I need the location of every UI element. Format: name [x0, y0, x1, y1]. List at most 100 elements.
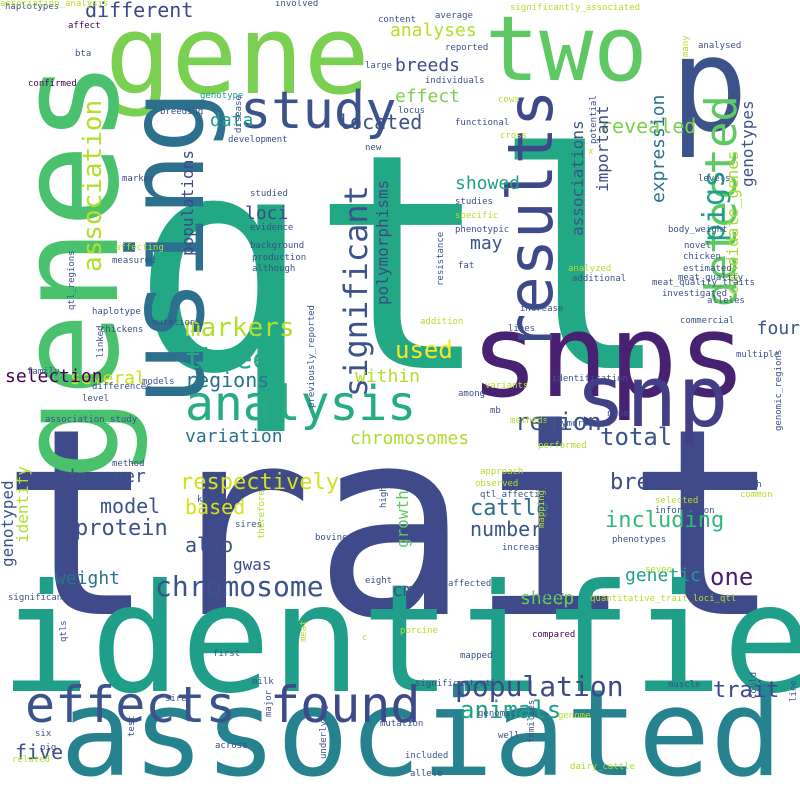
cloud-word: association: [78, 99, 108, 272]
cloud-word: respectively: [180, 470, 339, 495]
cloud-word: c: [362, 633, 368, 643]
cloud-word: bovine: [315, 533, 348, 543]
cloud-word: showed: [455, 173, 521, 194]
cloud-word: identify: [13, 465, 32, 543]
cloud-word: identified: [0, 553, 800, 727]
cloud-word: pig: [40, 743, 57, 753]
cloud-word: mapped: [460, 651, 493, 661]
cloud-word: cm: [392, 580, 414, 601]
cloud-word: breeding: [160, 107, 204, 117]
cloud-word: line: [789, 680, 799, 702]
cloud-word: allele: [410, 769, 443, 779]
cloud-word: study: [240, 81, 397, 141]
cloud-word: bta: [75, 49, 92, 59]
cloud-word: background: [250, 241, 305, 251]
cloud-word: within: [355, 366, 421, 387]
cloud-word: chickens: [100, 325, 144, 335]
cloud-word: found: [270, 676, 421, 734]
cloud-word: f: [184, 713, 190, 723]
cloud-word: underlying: [319, 704, 329, 759]
cloud-word: therefore: [257, 490, 267, 539]
cloud-word: analyzed: [568, 264, 612, 274]
cloud-word: meat_quality: [678, 273, 744, 283]
cloud-word: p: [670, 9, 749, 161]
cloud-word: although: [252, 264, 296, 274]
cloud-word: meat: [299, 620, 309, 642]
cloud-word: six: [35, 729, 52, 739]
cloud-word: breed: [610, 470, 677, 495]
cloud-word: gwas: [233, 555, 272, 574]
cloud-word: effect: [395, 86, 461, 107]
cloud-word: selected: [655, 496, 699, 506]
cloud-word: revealed: [600, 114, 697, 138]
cloud-word: qtl_affecting: [480, 490, 551, 500]
cloud-word: three: [185, 342, 270, 375]
cloud-word: evidence: [250, 223, 294, 233]
cloud-word: affect: [68, 21, 101, 31]
cloud-word: significant_snps: [8, 593, 95, 603]
cloud-word: variation: [185, 426, 283, 447]
cloud-word: traits: [0, 374, 800, 676]
cloud-word: genomic_regions: [774, 349, 784, 431]
cloud-word: qtl: [130, 90, 672, 439]
cloud-word: measured: [112, 256, 156, 266]
cloud-word: trait: [713, 678, 780, 703]
cloud-word: method: [112, 459, 145, 469]
cloud-word: mutations: [152, 318, 201, 328]
cloud-word: identification: [552, 374, 628, 384]
cloud-word: investigated: [662, 289, 728, 299]
cloud-word: estimated: [683, 264, 732, 274]
cloud-word: additional: [572, 274, 627, 284]
cloud-word: dairy_cattle: [570, 762, 636, 772]
cloud-word: qtls: [59, 620, 69, 642]
cloud-word: sire: [165, 694, 187, 704]
cloud-word: region: [515, 408, 602, 436]
cloud-word: however: [70, 466, 146, 487]
cloud-word: loci: [245, 203, 289, 224]
cloud-word: related: [12, 755, 50, 765]
cloud-word: increase: [520, 304, 564, 314]
cloud-word: linked: [96, 325, 106, 358]
cloud-word: content: [378, 15, 416, 25]
cloud-word: cattle: [470, 496, 550, 521]
cloud-word: mutation: [380, 719, 424, 729]
cloud-word: functional: [455, 118, 510, 128]
cloud-word: muscle: [668, 680, 701, 690]
cloud-word: higher: [379, 475, 389, 508]
cloud-word: studies: [455, 197, 493, 207]
cloud-word: addition: [420, 317, 464, 327]
cloud-word: model: [100, 494, 161, 518]
cloud-word: compared: [532, 630, 576, 640]
cloud-word: total: [600, 423, 673, 451]
cloud-word: breeds: [395, 55, 461, 76]
cloud-word: genotype: [200, 91, 244, 101]
cloud-word: genomic: [478, 709, 516, 719]
cloud-word: novel: [684, 241, 712, 251]
cloud-word: five: [15, 740, 64, 764]
cloud-word: first: [213, 649, 241, 659]
cloud-word: approach: [480, 467, 524, 477]
cloud-word: chicken: [683, 252, 721, 262]
cloud-word: commercial: [680, 316, 735, 326]
cloud-word: variants: [485, 381, 529, 391]
cloud-word: studied: [250, 189, 288, 199]
cloud-word: expression: [648, 94, 669, 203]
cloud-word: seven: [645, 565, 673, 575]
cloud-word: selection: [5, 366, 103, 387]
cloud-word: body_weight: [668, 225, 728, 235]
cloud-word: porcine: [400, 626, 438, 636]
cloud-word: mb: [490, 406, 501, 416]
cloud-word: significantly_associated: [510, 3, 641, 13]
cloud-word: families: [527, 699, 537, 743]
cloud-word: located: [338, 110, 423, 134]
cloud-word: one: [710, 563, 754, 591]
cloud-word: different: [85, 0, 194, 22]
cloud-word: also: [185, 533, 234, 557]
cloud-word: level: [82, 394, 110, 404]
cloud-word: sires: [235, 520, 263, 530]
cloud-word: information: [655, 506, 715, 516]
cloud-word: milk: [252, 677, 274, 687]
cloud-word: involved: [275, 0, 319, 9]
cloud-word: number: [470, 517, 543, 541]
